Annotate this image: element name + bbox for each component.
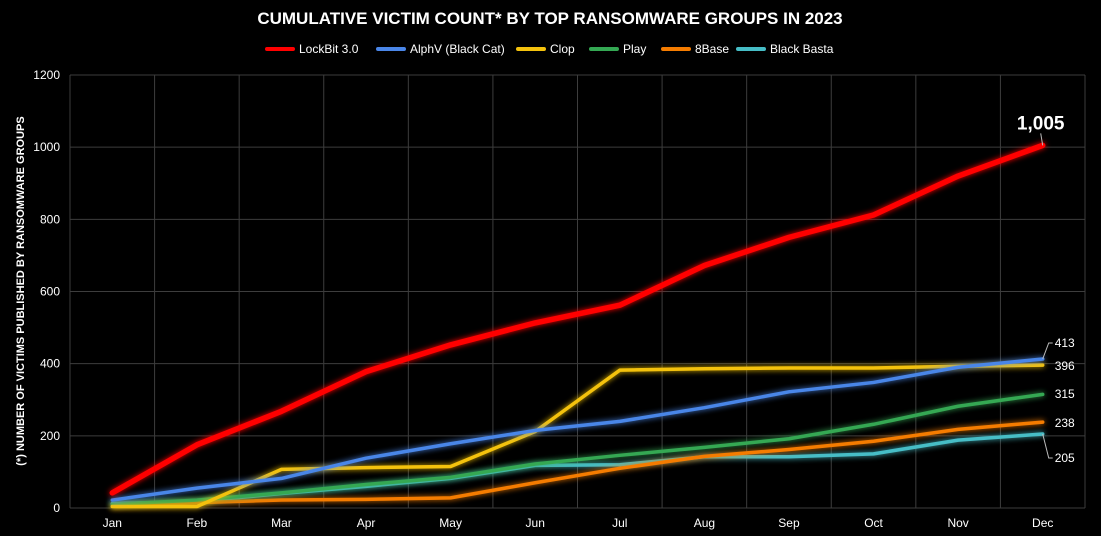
leader-line: [1042, 433, 1053, 459]
series-line: [110, 420, 1045, 508]
end-value-label: 315: [1055, 387, 1075, 401]
x-tick-label: Nov: [947, 516, 968, 530]
x-tick-label: May: [439, 516, 462, 530]
series-line: [109, 142, 1046, 496]
y-tick-label: 0: [53, 501, 60, 515]
series-line: [110, 357, 1045, 502]
y-tick-label: 1000: [33, 140, 60, 154]
end-value-label: 238: [1055, 416, 1075, 430]
legend-label: AlphV (Black Cat): [410, 42, 505, 56]
y-tick-label: 1200: [33, 68, 60, 82]
legend-label: Black Basta: [770, 42, 834, 56]
legend-label: Play: [623, 42, 646, 56]
end-value-label: 205: [1055, 451, 1075, 465]
x-tick-label: Aug: [694, 516, 715, 530]
y-tick-label: 200: [40, 429, 60, 443]
legend-label: 8Base: [695, 42, 729, 56]
legend-label: LockBit 3.0: [299, 42, 359, 56]
y-axis-ticks: 0 200 400 600 800 1000 1200: [33, 68, 60, 515]
x-tick-label: Dec: [1032, 516, 1053, 530]
leader-line: [1040, 133, 1044, 146]
x-tick-label: Jul: [612, 516, 627, 530]
end-labels: 1,005 413 396 315 238 205: [1017, 113, 1075, 465]
series-lines: [109, 142, 1046, 509]
x-tick-label: Oct: [864, 516, 883, 530]
series-line: [110, 392, 1045, 507]
y-tick-label: 800: [40, 212, 60, 226]
y-tick-label: 600: [40, 285, 60, 299]
end-value-label: 396: [1055, 359, 1075, 373]
x-tick-label: Jan: [103, 516, 122, 530]
chart-title: CUMULATIVE VICTIM COUNT* BY TOP RANSOMWA…: [257, 9, 842, 28]
x-tick-label: Jun: [526, 516, 545, 530]
x-tick-label: Apr: [357, 516, 376, 530]
y-axis-label: (*) NUMBER OF VICTIMS PUBLISHED BY RANSO…: [15, 116, 27, 465]
x-tick-label: Feb: [187, 516, 208, 530]
legend-label: Clop: [550, 42, 575, 56]
grid: [69, 74, 1086, 509]
end-value-label: 413: [1055, 336, 1075, 350]
legend: LockBit 3.0 AlphV (Black Cat) Clop Play 8Bas…: [265, 42, 834, 56]
x-tick-label: Mar: [271, 516, 292, 530]
series-line: [110, 363, 1045, 509]
y-tick-label: 400: [40, 357, 60, 371]
end-value-label: 1,005: [1017, 113, 1065, 134]
x-tick-label: Sep: [778, 516, 800, 530]
leader-line: [1042, 342, 1053, 360]
x-axis-ticks: Jan Feb Mar Apr May Jun Jul Aug Sep Oct Nov Dec: [103, 516, 1054, 530]
